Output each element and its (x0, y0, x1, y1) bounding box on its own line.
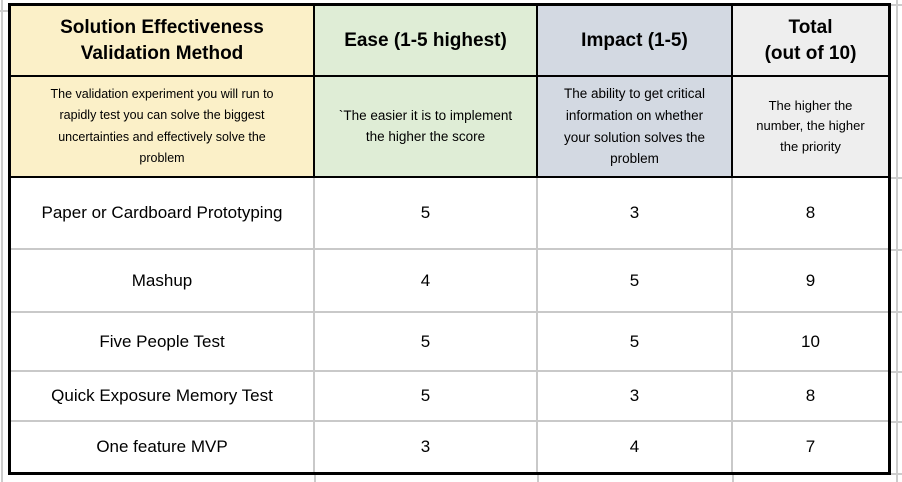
impact-value-cell: 5 (538, 250, 733, 313)
validation-method-table: Solution Effectiveness Validation Method… (8, 3, 891, 475)
spreadsheet-gridline (889, 177, 902, 179)
spreadsheet-gridline (0, 10, 8, 12)
impact-column-header: Impact (1-5) (538, 6, 733, 77)
total-value-cell: 8 (733, 178, 888, 250)
impact-column-description: The ability to get critical information … (538, 77, 733, 178)
ease-value-cell: 5 (315, 313, 538, 372)
ease-value-cell: 3 (315, 422, 538, 472)
total-value-cell: 9 (733, 250, 888, 313)
spreadsheet-gridline (1, 0, 3, 482)
method-column-description: The validation experiment you will run t… (11, 77, 315, 178)
spreadsheet-gridline (537, 474, 539, 482)
ease-value-cell: 4 (315, 250, 538, 313)
total-value-cell: 8 (733, 372, 888, 422)
spreadsheet-gridline (889, 473, 902, 475)
spreadsheet-gridline (889, 421, 902, 423)
total-value-cell: 7 (805, 437, 816, 456)
impact-value-cell: 3 (538, 178, 733, 250)
method-cell: Mashup (11, 250, 315, 313)
total-column-description: The higher the number, the higher the pr… (733, 77, 888, 178)
spreadsheet-gridline (896, 0, 898, 482)
method-cell: Paper or Cardboard Prototyping (11, 178, 315, 250)
ease-column-description: `The easier it is to implement the highe… (315, 77, 538, 178)
method-cell: Quick Exposure Memory Test (11, 372, 315, 422)
total-value-cell: 10 (733, 313, 888, 372)
ease-value-cell: 5 (315, 372, 538, 422)
spreadsheet-gridline (889, 249, 902, 251)
spreadsheet-gridline (889, 371, 902, 373)
spreadsheet-gridline (889, 4, 902, 6)
method-cell: One feature MVP (11, 422, 315, 472)
spreadsheet-gridline (314, 474, 316, 482)
ease-value-cell: 5 (315, 178, 538, 250)
spreadsheet-gridline (889, 311, 902, 313)
spreadsheet-gridline (732, 474, 734, 482)
ease-column-header: Ease (1-5 highest) (315, 6, 538, 77)
total-column-header: Total (out of 10) (733, 6, 888, 77)
impact-value-cell: 3 (538, 372, 733, 422)
method-column-header: Solution Effectiveness Validation Method (11, 6, 315, 77)
impact-value-cell: 4 (538, 422, 733, 472)
impact-value-cell: 5 (538, 313, 733, 372)
method-cell: Five People Test (11, 313, 315, 372)
